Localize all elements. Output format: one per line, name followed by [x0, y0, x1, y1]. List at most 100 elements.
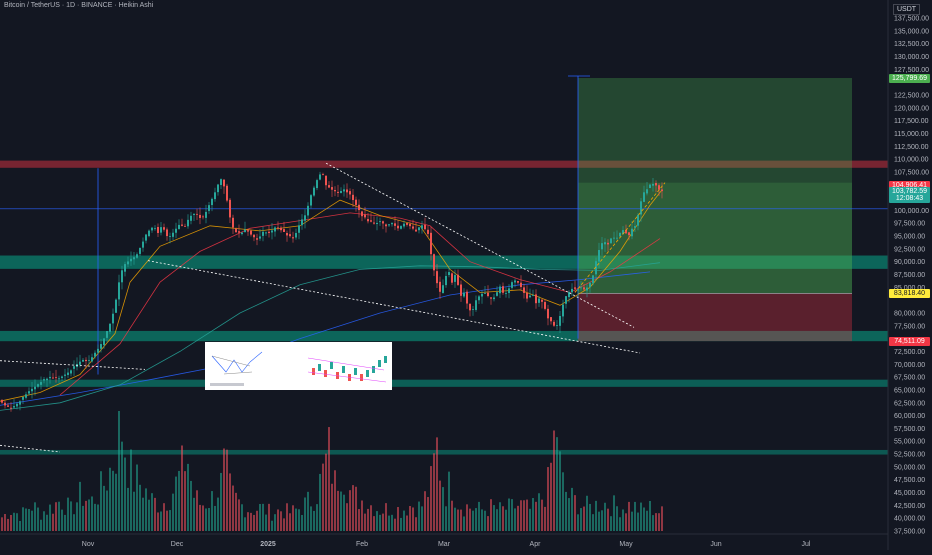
zone-support: [0, 449, 888, 455]
candle-body: [124, 264, 126, 272]
candle-body: [481, 293, 483, 297]
candle-body: [49, 376, 51, 379]
volume-bar: [232, 485, 234, 531]
price-tick-label: 115,000.00: [894, 131, 929, 138]
candle-body: [163, 227, 165, 230]
volume-bar: [13, 512, 15, 531]
volume-bar: [607, 508, 609, 531]
candle-body: [517, 281, 519, 283]
volume-bar: [103, 485, 105, 531]
candle-body: [622, 230, 624, 235]
volume-bar: [484, 510, 486, 531]
candle-body: [448, 272, 450, 276]
volume-bar: [106, 490, 108, 531]
price-tick-label: 60,000.00: [894, 413, 925, 420]
volume-bar: [628, 501, 630, 531]
volume-bar: [244, 517, 246, 531]
volume-bar: [433, 453, 435, 531]
price-tick-label: 80,000.00: [894, 310, 925, 317]
volume-bar: [394, 518, 396, 531]
trendline: [0, 360, 146, 370]
candle-body: [304, 215, 306, 221]
candle-body: [496, 292, 498, 296]
candle-body: [343, 189, 345, 192]
candle-body: [94, 352, 96, 357]
candle-body: [154, 228, 156, 230]
volume-bar: [313, 510, 315, 531]
price-tick-label: 50,000.00: [894, 464, 925, 471]
volume-bar: [295, 508, 297, 531]
candle-body: [631, 228, 633, 237]
candle-body: [175, 228, 177, 233]
volume-bar: [523, 500, 525, 531]
candle-body: [109, 323, 111, 332]
candle-body: [31, 388, 33, 392]
candle-body: [460, 284, 462, 296]
volume-bar: [631, 511, 633, 531]
candle-body: [463, 292, 465, 297]
candle-body: [316, 180, 318, 189]
volume-bar: [568, 498, 570, 531]
price-tick-label: 52,500.00: [894, 452, 925, 459]
pattern-illustration: [205, 342, 392, 390]
volume-bar: [208, 507, 210, 531]
pattern-candle: [342, 366, 345, 373]
volume-bar: [493, 505, 495, 531]
volume-bar: [52, 513, 54, 531]
pattern-candle: [366, 370, 369, 377]
volume-bar: [49, 504, 51, 531]
candle-body: [466, 291, 468, 304]
volume-bar: [436, 437, 438, 531]
candle-body: [580, 287, 582, 289]
candle-body: [172, 232, 174, 237]
price-tick-label: 117,500.00: [894, 118, 929, 125]
volume-bar: [448, 471, 450, 531]
pattern-candle: [318, 364, 321, 371]
price-tick-label: 100,000.00: [894, 208, 929, 215]
candle-body: [235, 228, 237, 233]
candle-body: [115, 299, 117, 313]
candle-body: [574, 287, 576, 289]
volume-bar: [364, 513, 366, 531]
price-tag: 12:08:43: [889, 193, 930, 203]
volume-bar: [643, 507, 645, 531]
volume-bar: [616, 506, 618, 531]
candle-body: [625, 229, 627, 234]
price-tick-label: 110,000.00: [894, 157, 929, 164]
volume-bar: [541, 499, 543, 531]
candle-body: [637, 215, 639, 226]
price-tag: 103,782.59: [889, 187, 930, 197]
candle-body: [199, 214, 201, 218]
candle-body: [493, 297, 495, 300]
volume-bar: [136, 464, 138, 531]
volume-bar: [289, 513, 291, 531]
pattern-candle: [324, 370, 327, 377]
candle-body: [472, 309, 474, 310]
candle-body: [148, 230, 150, 237]
candle-body: [133, 257, 135, 260]
candle-body: [451, 273, 453, 283]
volume-bar: [514, 508, 516, 531]
candle-body: [253, 234, 255, 238]
volume-bar: [535, 501, 537, 531]
volume-bar: [328, 427, 330, 531]
candle-body: [67, 372, 69, 375]
price-tick-label: 130,000.00: [894, 54, 929, 61]
volume-bar: [502, 506, 504, 531]
volume-bar: [160, 511, 162, 531]
price-tick-label: 65,000.00: [894, 387, 925, 394]
candle-body: [250, 230, 252, 235]
volume-bar: [319, 473, 321, 531]
candle-body: [652, 183, 654, 186]
candle-body: [658, 185, 660, 190]
volume-bar: [412, 507, 414, 531]
candle-body: [313, 187, 315, 196]
zone-support: [0, 379, 888, 387]
volume-bar: [46, 514, 48, 531]
currency-selector[interactable]: USDT: [893, 4, 921, 15]
volume-bar: [238, 499, 240, 531]
volume-bar: [25, 508, 27, 531]
candle-body: [571, 288, 573, 293]
